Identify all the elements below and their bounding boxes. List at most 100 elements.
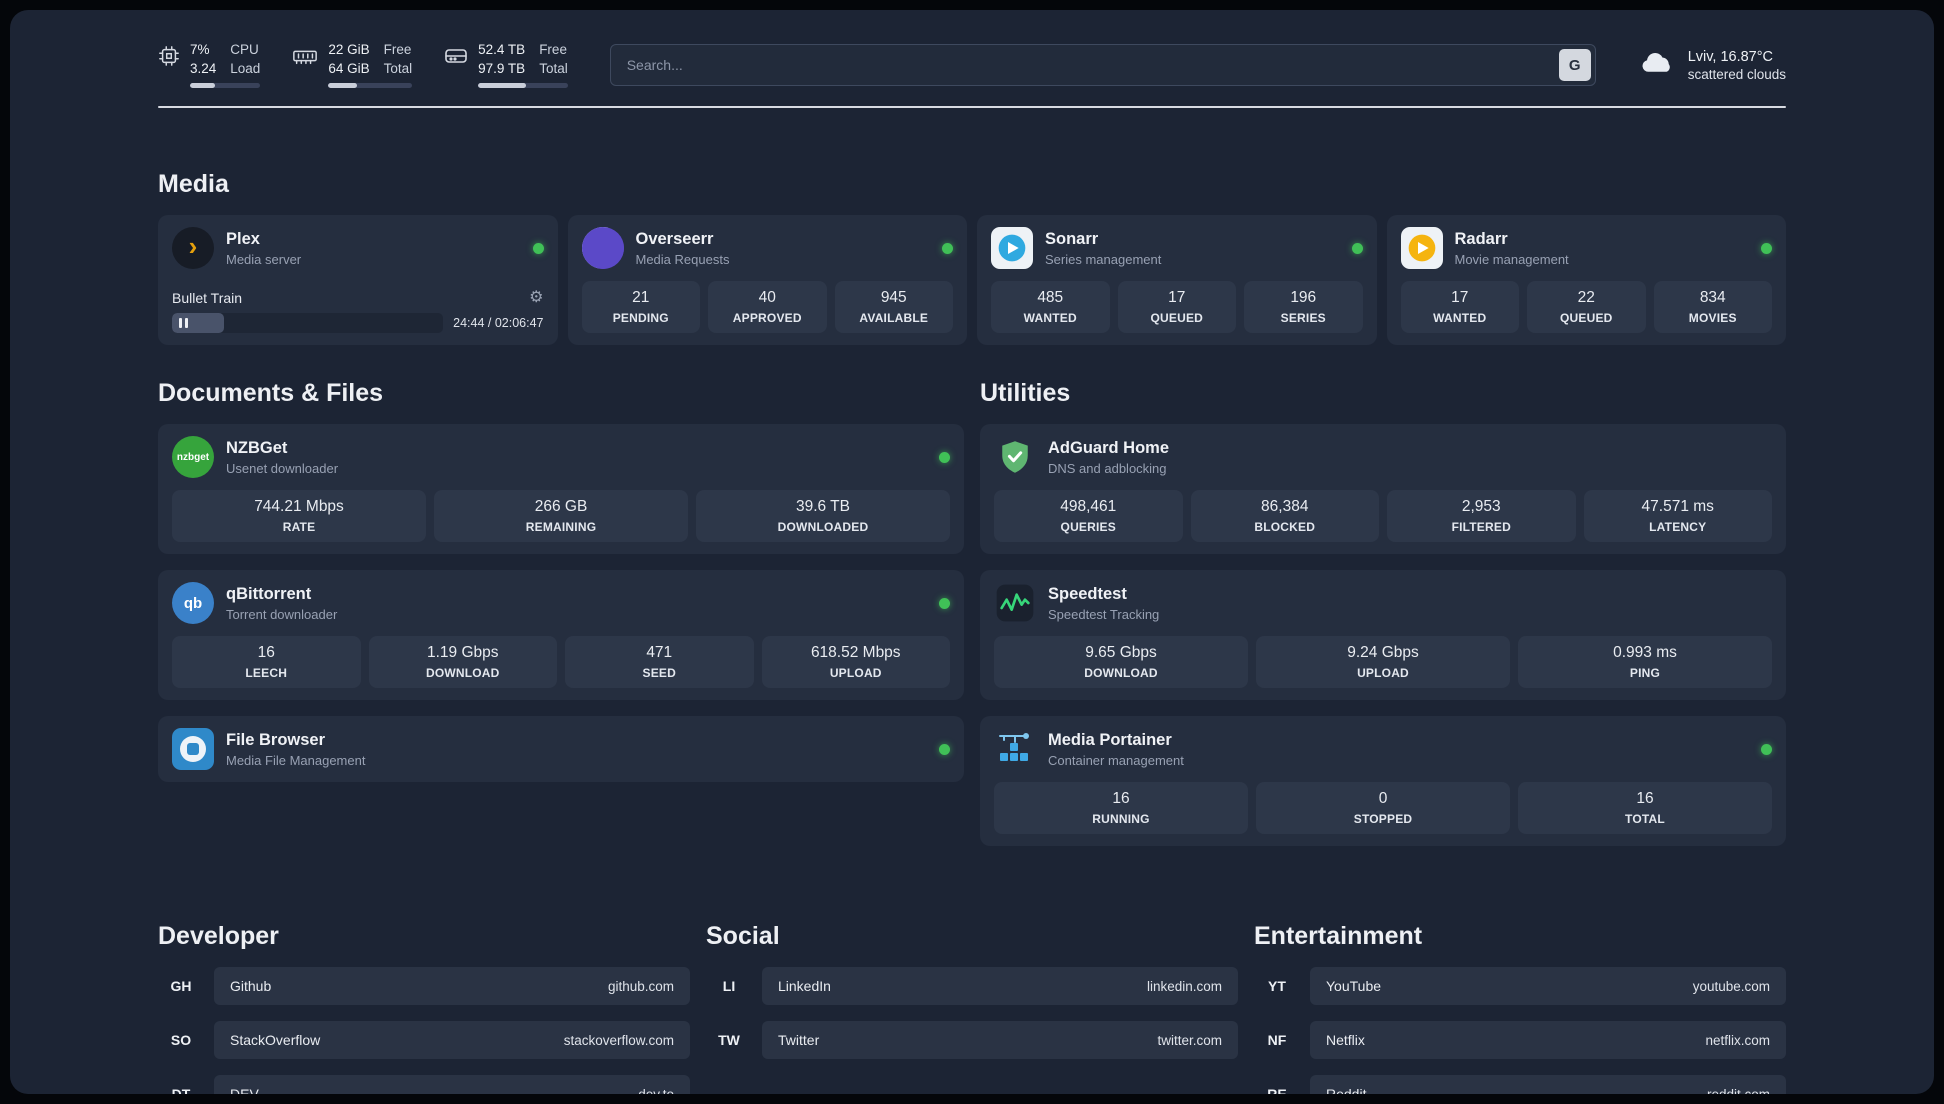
app-card-plex[interactable]: › Plex Media server Bullet Train ⚙ bbox=[158, 215, 558, 346]
playback-progress-bar[interactable] bbox=[172, 313, 444, 334]
adguard-header: AdGuard Home DNS and adblocking bbox=[994, 436, 1772, 478]
bookmark-reddit[interactable]: RE Reddit reddit.com bbox=[1254, 1075, 1786, 1094]
stat-tile: 39.6 TB DOWNLOADED bbox=[696, 490, 950, 543]
stat-value: 47.571 ms bbox=[1641, 498, 1714, 516]
stat-tile: 47.571 ms LATENCY bbox=[1583, 490, 1772, 543]
stat-value: 39.6 TB bbox=[795, 498, 850, 516]
app-card-nzbget[interactable]: nzbget NZBGet Usenet downloader 744.21 M… bbox=[158, 424, 964, 555]
app-card-sonarr[interactable]: Sonarr Series management 485 WANTED 17 QUE… bbox=[977, 215, 1377, 346]
stat-tile: 16 RUNNING bbox=[994, 782, 1248, 835]
nzbget-icon-text: nzbget bbox=[176, 451, 210, 463]
bookmark-linkedin[interactable]: LI LinkedIn linkedin.com bbox=[706, 967, 1238, 1006]
bookmarks-area: Developer GH Github github.com SO StackO… bbox=[158, 922, 1786, 1094]
stat-tile: 266 GB REMAINING bbox=[434, 490, 688, 543]
app-subtitle: Torrent downloader bbox=[226, 606, 338, 622]
memory-readout: 22 GiB 64 GiB Free Total bbox=[328, 42, 413, 89]
stat-value: 16 bbox=[1636, 790, 1654, 808]
stat-value: 744.21 Mbps bbox=[254, 498, 344, 516]
status-dot-online bbox=[1761, 743, 1772, 755]
plex-icon: › bbox=[172, 227, 214, 270]
stat-tile: 618.52 Mbps UPLOAD bbox=[761, 636, 950, 689]
adguard-meta: AdGuard Home DNS and adblocking bbox=[1048, 439, 1169, 476]
overseerr-header: Overseerr Media Requests bbox=[581, 227, 953, 270]
app-subtitle: Media Requests bbox=[635, 251, 730, 267]
stat-tile: 834 MOVIES bbox=[1653, 281, 1772, 334]
bookmark-url: linkedin.com bbox=[1146, 978, 1222, 994]
bookmark-stackoverflow[interactable]: SO StackOverflow stackoverflow.com bbox=[158, 1021, 690, 1060]
app-subtitle: Speedtest Tracking bbox=[1048, 606, 1160, 622]
player-progress-row: 24:44 / 02:06:47 bbox=[172, 313, 544, 334]
app-card-qbittorrent[interactable]: qb qBittorrent Torrent downloader 16 LEEC… bbox=[158, 570, 964, 701]
stat-value: 16 bbox=[1112, 790, 1130, 808]
weather-text: Lviv, 16.87°C scattered clouds bbox=[1688, 49, 1786, 82]
bookmark-netflix[interactable]: NF Netflix netflix.com bbox=[1254, 1021, 1786, 1060]
stat-label: SERIES bbox=[1280, 311, 1326, 326]
documents-stack: nzbget NZBGet Usenet downloader 744.21 M… bbox=[158, 424, 964, 783]
bookmark-github[interactable]: GH Github github.com bbox=[158, 967, 690, 1006]
bookmark-pill: Netflix netflix.com bbox=[1310, 1021, 1786, 1060]
radarr-icon bbox=[1400, 227, 1443, 270]
nzbget-stats: 744.21 Mbps RATE 266 GB REMAINING 39.6 TB D… bbox=[172, 490, 950, 543]
plex-header: › Plex Media server bbox=[172, 227, 544, 270]
app-card-speedtest[interactable]: Speedtest Speedtest Tracking 9.65 Gbps DO… bbox=[980, 570, 1786, 701]
speedtest-graph-icon bbox=[994, 582, 1036, 624]
app-card-overseerr[interactable]: Overseerr Media Requests 21 PENDING 40 APP… bbox=[567, 215, 967, 346]
stat-label: LATENCY bbox=[1649, 520, 1707, 535]
disk-free-label: Free bbox=[539, 42, 567, 57]
stat-value: 834 bbox=[1699, 289, 1726, 307]
stat-value: 471 bbox=[646, 644, 673, 662]
bookmark-url: dev.to bbox=[638, 1087, 674, 1094]
bookmark-youtube[interactable]: YT YouTube youtube.com bbox=[1254, 967, 1786, 1006]
pause-button[interactable] bbox=[179, 318, 188, 329]
app-card-portainer[interactable]: Media Portainer Container management 16 R… bbox=[980, 716, 1786, 847]
stat-tile: 9.24 Gbps UPLOAD bbox=[1256, 636, 1510, 689]
bookmark-dev[interactable]: DT DEV dev.to bbox=[158, 1075, 690, 1094]
player-settings-icon[interactable]: ⚙ bbox=[529, 289, 544, 307]
app-card-filebrowser[interactable]: File Browser Media File Management bbox=[158, 716, 964, 783]
search-input[interactable] bbox=[609, 44, 1596, 87]
radarr-meta: Radarr Movie management bbox=[1455, 230, 1569, 267]
github-icon: GH bbox=[170, 978, 192, 995]
speedtest-header: Speedtest Speedtest Tracking bbox=[994, 582, 1772, 624]
app-name: Radarr bbox=[1454, 229, 1508, 248]
section-title-social: Social bbox=[706, 922, 780, 951]
disk-widget: 52.4 TB 97.9 TB Free Total bbox=[444, 42, 568, 89]
stat-label: FILTERED bbox=[1451, 520, 1511, 535]
weather-widget: Lviv, 16.87°C scattered clouds bbox=[1638, 49, 1786, 82]
app-subtitle: Media server bbox=[226, 251, 302, 267]
app-card-radarr[interactable]: Radarr Movie management 17 WANTED 22 QUEUE… bbox=[1386, 215, 1786, 346]
bookmark-pill: Twitter twitter.com bbox=[762, 1021, 1238, 1060]
bookmark-url: reddit.com bbox=[1707, 1087, 1770, 1094]
dashboard: 7% 3.24 CPU Load 22 GiB bbox=[10, 10, 1934, 1094]
memory-widget: 22 GiB 64 GiB Free Total bbox=[292, 42, 413, 89]
nzbget-meta: NZBGet Usenet downloader bbox=[226, 439, 338, 476]
stat-tile: 0.993 ms PING bbox=[1518, 636, 1772, 689]
app-card-adguard[interactable]: AdGuard Home DNS and adblocking 498,461 Q… bbox=[980, 424, 1786, 555]
search-engine-button[interactable]: G bbox=[1558, 49, 1591, 82]
bookmark-pill: LinkedIn linkedin.com bbox=[762, 967, 1238, 1006]
filebrowser-meta: File Browser Media File Management bbox=[226, 731, 365, 768]
adguard-shield-icon bbox=[994, 436, 1036, 478]
bookmark-name: YouTube bbox=[1326, 978, 1382, 995]
app-name: qBittorrent bbox=[226, 584, 312, 603]
memory-free-value: 22 GiB bbox=[328, 42, 370, 57]
stat-tile: 40 APPROVED bbox=[708, 281, 827, 334]
bookmark-twitter[interactable]: TW Twitter twitter.com bbox=[706, 1021, 1238, 1060]
app-name: NZBGet bbox=[226, 438, 288, 457]
bookmark-name: Twitter bbox=[778, 1032, 820, 1049]
stat-tile: 86,384 BLOCKED bbox=[1190, 490, 1379, 543]
playback-progress-fill bbox=[172, 313, 224, 334]
section-documents: Documents & Files nzbget NZBGet Usenet d… bbox=[158, 379, 964, 783]
stat-tile: 16 LEECH bbox=[172, 636, 361, 689]
stat-tile: 1.19 Gbps DOWNLOAD bbox=[368, 636, 557, 689]
bookmark-url: netflix.com bbox=[1705, 1032, 1770, 1048]
section-title-documents: Documents & Files bbox=[158, 379, 384, 408]
bookmark-url: github.com bbox=[607, 978, 674, 994]
bookmark-pill: Reddit reddit.com bbox=[1310, 1075, 1786, 1094]
app-name: Speedtest bbox=[1048, 584, 1127, 603]
stat-tile: 22 QUEUED bbox=[1527, 281, 1646, 334]
stat-value: 0 bbox=[1378, 790, 1388, 808]
stat-value: 22 bbox=[1577, 289, 1595, 307]
filebrowser-header: File Browser Media File Management bbox=[172, 728, 950, 771]
disk-total-value: 97.9 TB bbox=[478, 61, 526, 77]
